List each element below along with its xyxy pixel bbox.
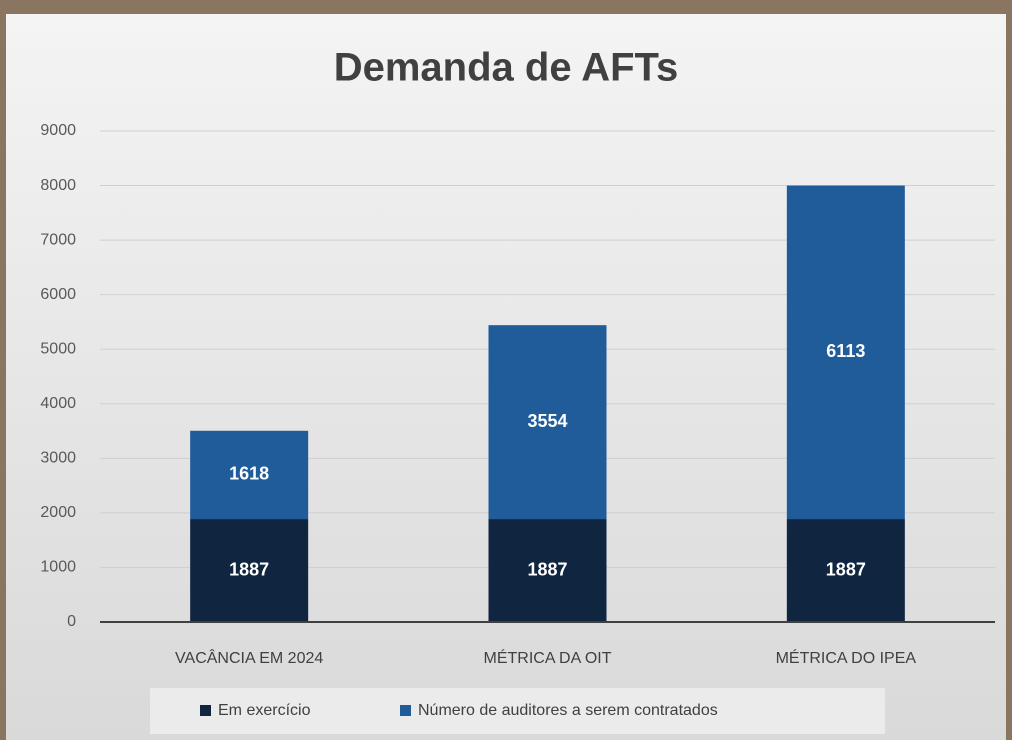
chart-title: Demanda de AFTs	[334, 46, 679, 90]
y-tick-label: 4000	[40, 395, 76, 412]
legend-label: Número de auditores a serem contratados	[418, 702, 718, 719]
y-tick-label: 1000	[40, 559, 76, 576]
legend-swatch	[400, 705, 411, 716]
data-label: 3554	[527, 411, 567, 431]
page: {"chart_data": {"type": "stacked_bar", "…	[0, 0, 1012, 740]
y-tick-label: 5000	[40, 340, 76, 357]
x-tick-label: MÉTRICA DO IPEA	[776, 648, 917, 667]
data-label: 1887	[826, 559, 866, 579]
data-label: 1887	[527, 559, 567, 579]
x-tick-label: VACÂNCIA EM 2024	[175, 648, 323, 667]
data-label: 6113	[826, 341, 865, 361]
y-tick-label: 7000	[40, 231, 76, 248]
y-tick-label: 3000	[40, 450, 76, 467]
legend-label: Em exercício	[218, 702, 311, 719]
y-tick-label: 9000	[40, 122, 76, 139]
data-label: 1618	[229, 464, 269, 484]
chart: Demanda de AFTs 0 1000 2000 3000 4000 5000 600…	[0, 0, 1012, 740]
legend-swatch	[200, 705, 211, 716]
y-tick-label: 0	[67, 613, 76, 630]
data-label: 1887	[229, 559, 269, 579]
y-tick-label: 6000	[40, 286, 76, 303]
x-tick-label: MÉTRICA DA OIT	[483, 648, 611, 667]
y-tick-label: 2000	[40, 504, 76, 521]
y-tick-label: 8000	[40, 177, 76, 194]
